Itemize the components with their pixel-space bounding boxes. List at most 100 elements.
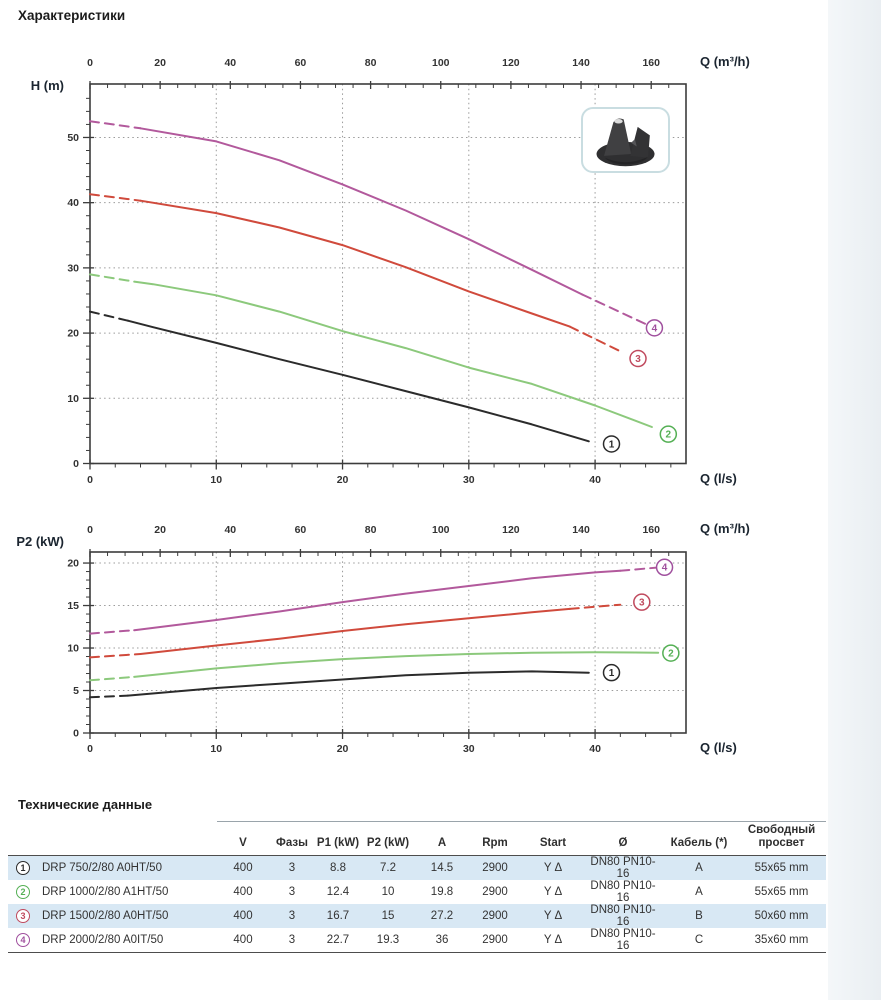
table-cell: 400 — [233, 910, 253, 923]
svg-text:140: 140 — [572, 57, 590, 69]
table-header-cell: Свободный просвет — [737, 820, 826, 857]
table-header-cell: P2 (kW) — [361, 820, 415, 857]
model-name-cell: DRP 2000/2/80 A0IT/50 — [38, 928, 217, 954]
table-cell: 3 — [269, 928, 315, 954]
svg-text:30: 30 — [463, 743, 475, 755]
curve-number-badge-2 — [659, 425, 678, 443]
table-cell: DN80 PN10-16 — [590, 880, 656, 905]
svg-text:80: 80 — [365, 57, 377, 69]
svg-text:0: 0 — [73, 458, 79, 470]
table-cell: Y Δ — [543, 910, 563, 923]
row-number-cell: 2 — [8, 880, 38, 904]
row-number-badge: 1 — [16, 861, 30, 876]
svg-text:40: 40 — [67, 197, 79, 209]
svg-text:20: 20 — [67, 328, 79, 340]
curve-4: 4 — [89, 120, 664, 337]
svg-text:100: 100 — [432, 524, 450, 536]
svg-text:30: 30 — [463, 474, 475, 486]
svg-text:40: 40 — [224, 524, 236, 536]
pump-impeller-photo-frame — [581, 107, 670, 173]
curve-2: 2 — [89, 273, 678, 443]
svg-text:40: 40 — [589, 474, 601, 486]
table-cell: 55x65 mm — [754, 862, 809, 875]
table-header-cell: Фазы — [269, 820, 315, 857]
row-number-badge: 4 — [16, 933, 30, 948]
svg-text:30: 30 — [67, 262, 79, 274]
table-cell: DN80 PN10-16 — [590, 856, 656, 881]
svg-text:20: 20 — [337, 743, 349, 755]
svg-text:140: 140 — [572, 524, 590, 536]
svg-text:3: 3 — [639, 598, 645, 609]
table-row: 4 DRP 2000/2/80 A0IT/50 400 3 22.7 19.3 36 2900… — [8, 928, 826, 954]
table-cell: 50x60 mm — [754, 910, 809, 923]
table-cell: B — [695, 910, 703, 923]
svg-text:80: 80 — [365, 524, 377, 536]
curve-1: 1 — [89, 310, 621, 453]
table-cell: 2900 — [482, 886, 508, 899]
table-header-cell: Start — [521, 820, 585, 857]
curve-number-badge-1 — [602, 435, 621, 453]
table-cell: 3 — [288, 886, 296, 899]
svg-text:Q (l/s): Q (l/s) — [700, 740, 737, 755]
svg-text:5: 5 — [73, 685, 79, 697]
svg-text:10: 10 — [210, 743, 222, 755]
table-cell: DN80 PN10-16 — [585, 928, 661, 954]
svg-text:1: 1 — [609, 668, 615, 679]
table-cell: Y Δ — [543, 862, 563, 875]
svg-text:4: 4 — [662, 563, 668, 574]
table-cell: 2900 — [469, 928, 521, 954]
table-cell: 19.3 — [361, 928, 415, 954]
svg-text:40: 40 — [589, 743, 601, 755]
model-name-cell: DRP 1500/2/80 A0HT/50 — [42, 910, 169, 923]
svg-text:100: 100 — [432, 57, 450, 69]
curve-number-badge-2 — [662, 644, 680, 662]
table-cell: 27.2 — [430, 910, 454, 923]
svg-text:120: 120 — [502, 524, 520, 536]
table-cell: 36 — [415, 928, 469, 954]
row-number-cell: 1 — [8, 856, 38, 881]
table-header-blank — [8, 821, 38, 857]
row-number-badge: 2 — [16, 885, 30, 900]
svg-text:0: 0 — [87, 57, 93, 69]
table-header-blank — [38, 821, 217, 857]
svg-text:1: 1 — [609, 439, 615, 450]
pump-impeller-photo — [596, 118, 655, 167]
technical-data-section: Технические данные V Фазы P1 (kW) P2 (kW) A R… — [8, 797, 838, 954]
hq-performance-chart: 0 20 40 60 80 100 120 140 160 0 10 20 30 40 0 10 20 30 40 5… — [31, 54, 750, 486]
gridlines — [90, 552, 686, 733]
technical-data-table: V Фазы P1 (kW) P2 (kW) A Rpm Start Ø Кабель (*) С… — [8, 820, 826, 954]
svg-text:20: 20 — [154, 57, 166, 69]
table-cell: 16.7 — [326, 910, 350, 923]
svg-text:0: 0 — [87, 474, 93, 486]
table-cell: 7.2 — [380, 862, 396, 875]
svg-text:0: 0 — [73, 728, 79, 740]
svg-text:0: 0 — [87, 743, 93, 755]
model-name-cell: DRP 1000/2/80 A1HT/50 — [42, 886, 169, 899]
table-row: 1 DRP 750/2/80 A0HT/50 400 3 8.8 7.2 14.5 2900 Y… — [8, 855, 826, 881]
svg-text:3: 3 — [635, 354, 641, 365]
table-cell: C — [661, 928, 737, 954]
svg-text:0: 0 — [87, 524, 93, 536]
svg-text:P2 (kW): P2 (kW) — [16, 534, 64, 549]
table-cell: 12.4 — [326, 886, 350, 899]
page-edge-band — [828, 0, 881, 1000]
svg-text:60: 60 — [295, 57, 307, 69]
svg-text:Q (l/s): Q (l/s) — [700, 471, 737, 486]
curve-number-badge-1 — [602, 663, 621, 682]
curve-number-badge-3 — [629, 349, 647, 368]
svg-text:160: 160 — [642, 524, 660, 536]
svg-text:50: 50 — [67, 132, 79, 144]
axes-ticks: 0 20 40 60 80 100 120 140 160 0 10 20 30 40 0 5 10 15 20 — [67, 524, 672, 755]
table-header-cell: P1 (kW) — [315, 820, 361, 857]
svg-text:60: 60 — [295, 524, 307, 536]
table-header-cell: V — [217, 820, 269, 857]
curve-number-badge-4 — [655, 558, 674, 577]
table-cell: A — [695, 886, 703, 899]
model-name-cell: DRP 750/2/80 A0HT/50 — [42, 862, 162, 875]
svg-text:20: 20 — [67, 558, 79, 570]
svg-text:2: 2 — [666, 430, 672, 441]
table-title: Технические данные — [18, 797, 153, 812]
table-header-cell: Кабель (*) — [661, 820, 737, 857]
table-cell: 3 — [288, 910, 296, 923]
